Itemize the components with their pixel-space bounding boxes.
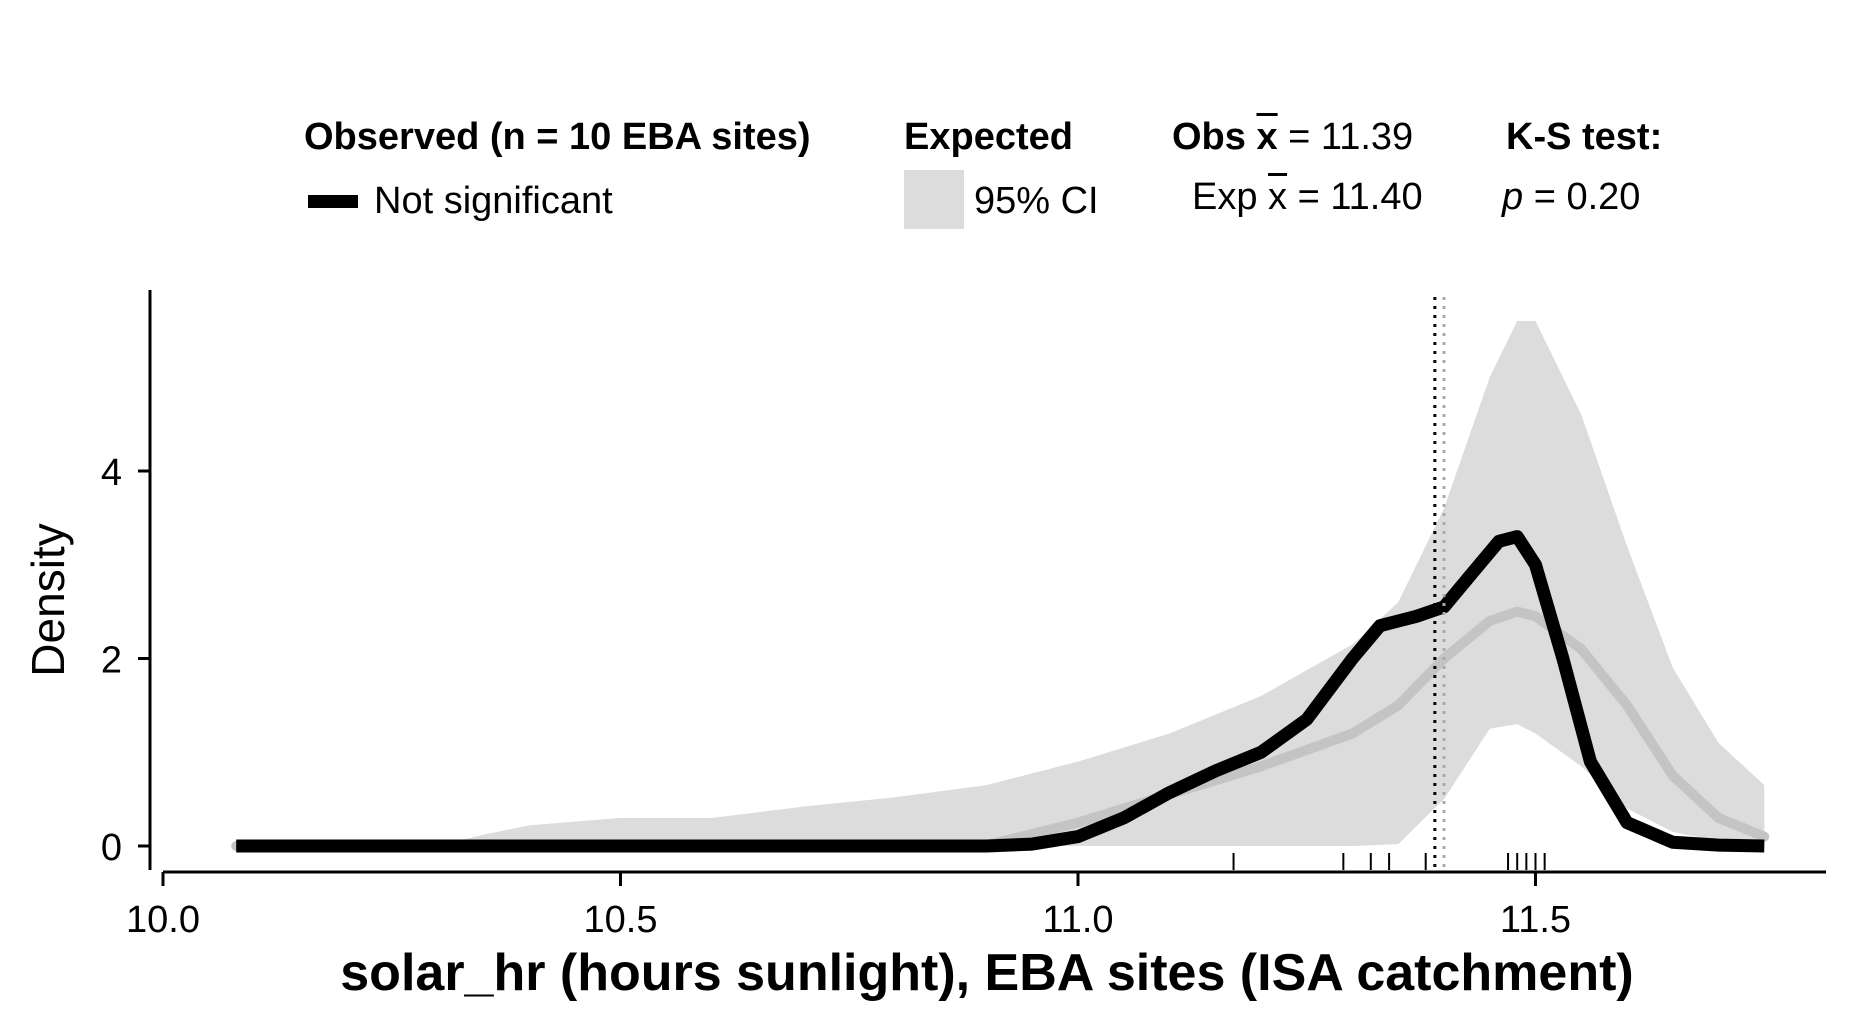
exp-mean-value: = 11.40	[1287, 176, 1423, 218]
obs-mean-symbol: x	[1256, 116, 1278, 158]
x-tick-label: 10.5	[584, 899, 658, 941]
legend-observed-label: Not significant	[374, 180, 613, 222]
x-tick-label: 10.0	[126, 899, 200, 941]
observed-density-line	[236, 530, 1765, 853]
y-tick-label: 0	[101, 827, 122, 869]
exp-mean-prefix: Exp	[1192, 176, 1269, 218]
y-tick-label: 2	[101, 640, 122, 682]
rug-layer	[1232, 853, 1546, 870]
obs-mean-prefix: Obs	[1172, 116, 1257, 158]
p-value: = 0.20	[1523, 176, 1641, 218]
y-tick-label: 4	[101, 452, 122, 494]
legend-ci-label: 95% CI	[974, 180, 1099, 222]
exp-mean-stat: Exp x = 11.40	[1192, 176, 1423, 219]
observed-layer	[236, 530, 1765, 853]
x-axis-label: solar_hr (hours sunlight), EBA sites (IS…	[340, 944, 1633, 1002]
legend-observed-title: Observed (n = 10 EBA sites)	[304, 116, 811, 158]
legend-expected-title: Expected	[904, 116, 1073, 158]
obs-mean-stat: Obs x = 11.39	[1172, 116, 1413, 159]
ks-test-p: p = 0.20	[1502, 176, 1640, 219]
legend-ci-swatch	[904, 170, 964, 229]
y-axis-label: Density	[22, 523, 74, 676]
x-tick-label: 11.0	[1042, 899, 1113, 941]
exp-mean-symbol: x	[1268, 176, 1288, 218]
legend-observed-swatch	[308, 195, 358, 208]
ks-test-title: K-S test:	[1506, 116, 1663, 158]
p-symbol: p	[1502, 176, 1524, 218]
axes-layer: 0 2 4 10.0 10.5 11.0 11.5	[101, 290, 1826, 941]
x-tick-label: 11.5	[1500, 899, 1571, 941]
obs-mean-value: = 11.39	[1277, 116, 1414, 158]
